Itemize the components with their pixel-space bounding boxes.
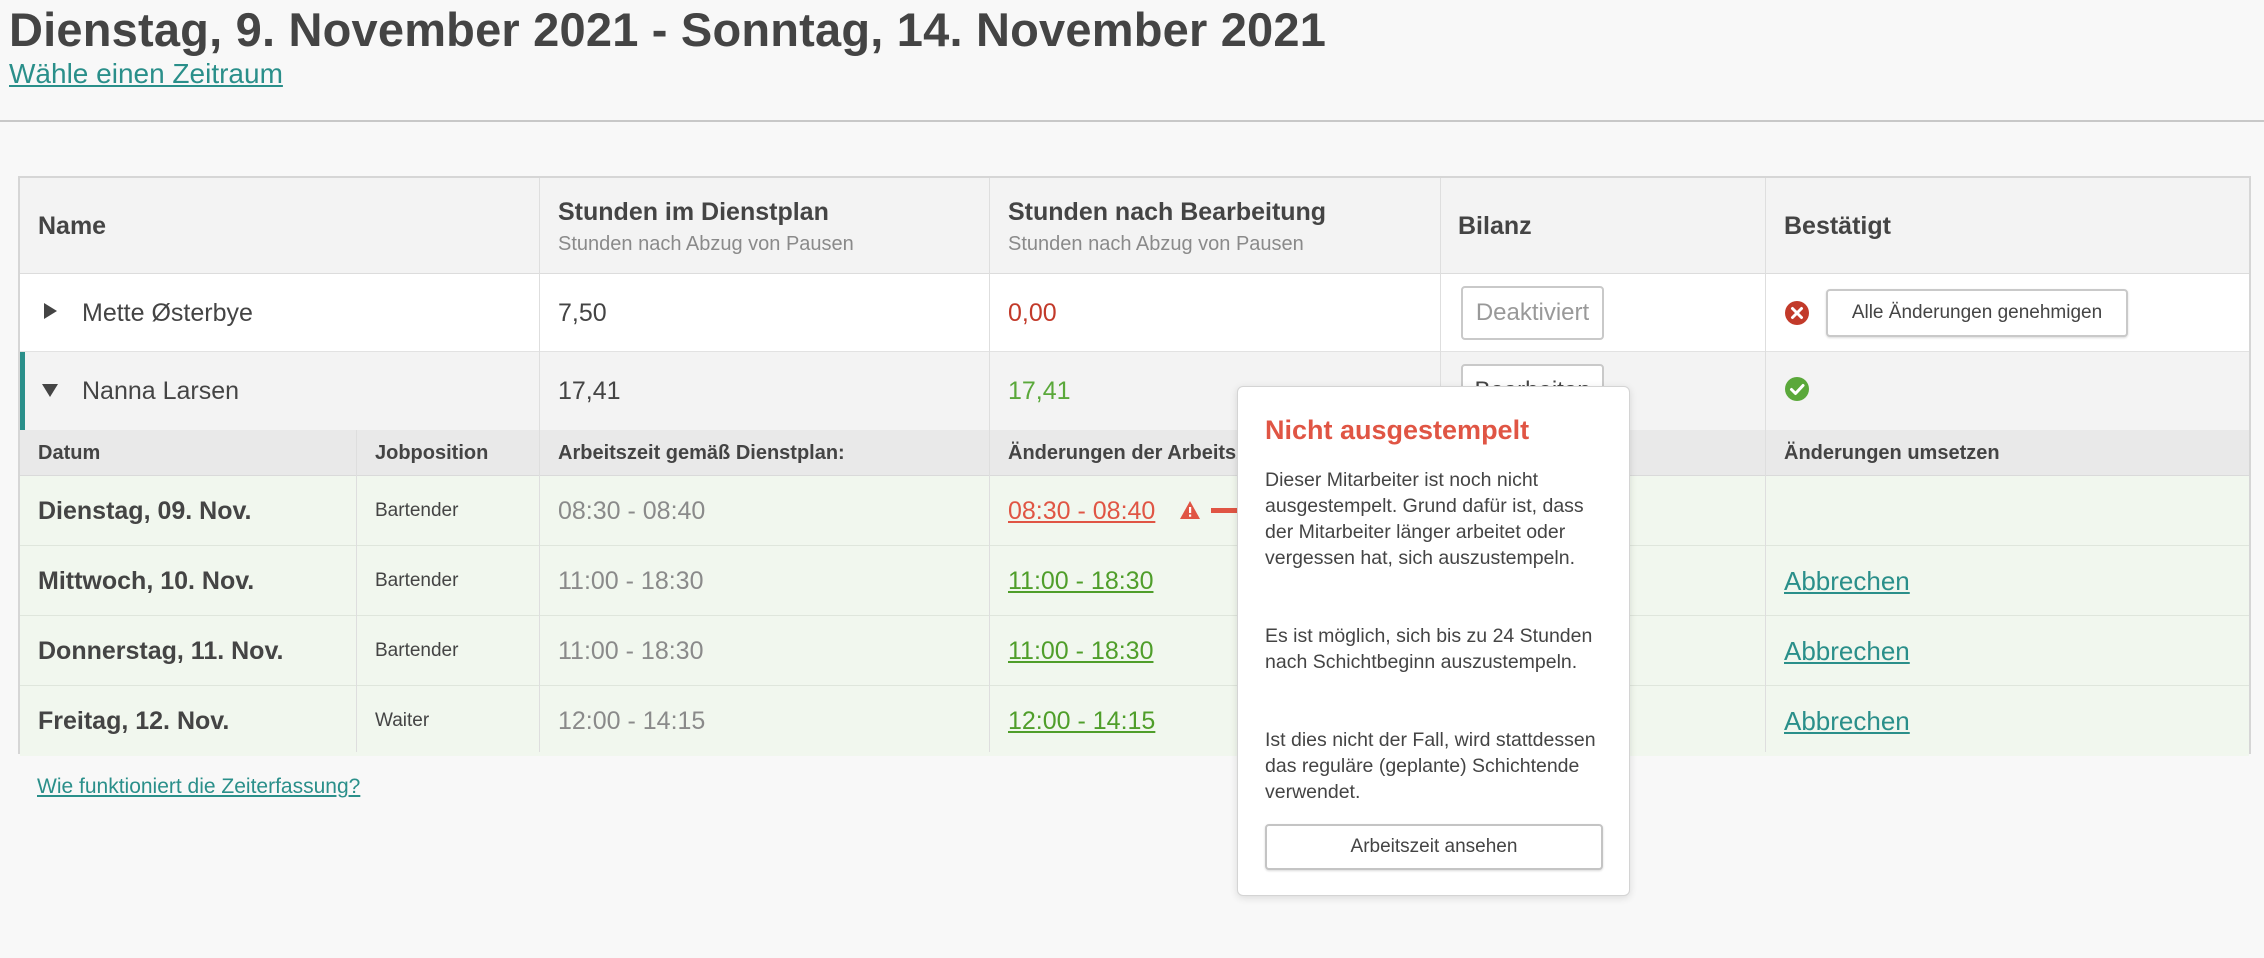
edited-hours: 0,00 [1008, 299, 1057, 327]
col-name-header: Name [38, 212, 106, 241]
shift-edited-time-link[interactable]: 11:00 - 18:30 [1008, 567, 1154, 595]
col-planned-subtitle: Stunden nach Abzug von Pausen [558, 233, 854, 255]
expand-arrow-icon[interactable] [44, 303, 57, 319]
choose-range-link[interactable]: Wähle einen Zeitraum [9, 58, 283, 89]
popover-text: Es ist möglich, sich bis zu 24 Stunden n… [1265, 625, 1593, 673]
approve-all-changes-button[interactable]: Alle Änderungen genehmigen [1826, 289, 2128, 337]
shift-job: Waiter [375, 710, 430, 731]
shift-planned-time: 11:00 - 18:30 [558, 637, 704, 665]
planned-hours: 7,50 [558, 299, 607, 327]
sub-col-changes: Änderungen der Arbeitszeit [1008, 442, 1270, 464]
column-divider [356, 430, 357, 752]
warning-indicator-bar [1211, 508, 1239, 513]
header-divider [0, 120, 2264, 122]
col-planned-header: Stunden im Dienstplan Stunden nach Abzug… [558, 198, 854, 256]
view-working-time-button[interactable]: Arbeitszeit ansehen [1265, 824, 1603, 870]
sub-col-job: Jobposition [375, 442, 489, 464]
col-edited-title: Stunden nach Bearbeitung [1008, 198, 1327, 226]
shift-edited-time-link[interactable]: 12:00 - 14:15 [1008, 707, 1156, 735]
shift-row: Freitag, 12. Nov. Waiter 12:00 - 14:15 1… [20, 686, 2249, 756]
shift-job: Bartender [375, 640, 459, 661]
col-edited-header: Stunden nach Bearbeitung Stunden nach Ab… [1008, 198, 1326, 256]
table-header-row: Name Stunden im Dienstplan Stunden nach … [20, 178, 2249, 274]
edited-hours: 17,41 [1008, 377, 1071, 405]
page-title: Dienstag, 9. November 2021 - Sonntag, 14… [9, 3, 1327, 56]
not-confirmed-icon [1784, 300, 1810, 326]
shift-row: Donnerstag, 11. Nov. Bartender 11:00 - 1… [20, 616, 2249, 686]
shift-planned-time: 08:30 - 08:40 [558, 497, 706, 525]
shift-row: Mittwoch, 10. Nov. Bartender 11:00 - 18:… [20, 546, 2249, 616]
col-balance-title: Bilanz [1458, 212, 1532, 240]
not-clocked-out-popover: Nicht ausgestempelt Dieser Mitarbeiter i… [1237, 386, 1630, 896]
column-divider [989, 178, 990, 752]
shift-date: Donnerstag, 11. Nov. [38, 637, 284, 665]
employee-name: Nanna Larsen [82, 377, 240, 405]
cancel-change-link[interactable]: Abbrechen [1784, 706, 1910, 736]
col-edited-subtitle: Stunden nach Abzug von Pausen [1008, 233, 1304, 255]
shift-job: Bartender [375, 570, 459, 591]
shift-edited-time-link[interactable]: 08:30 - 08:40 [1008, 497, 1156, 525]
col-planned-title: Stunden im Dienstplan [558, 198, 829, 226]
column-divider [539, 178, 540, 752]
confirmed-check-icon [1784, 376, 1810, 402]
popover-title: Nicht ausgestempelt [1265, 415, 1530, 445]
time-tracking-table: Name Stunden im Dienstplan Stunden nach … [18, 176, 2251, 756]
balance-deactivated-button[interactable]: Deaktiviert [1461, 286, 1604, 340]
shift-row: Dienstag, 09. Nov. Bartender 08:30 - 08:… [20, 476, 2249, 546]
shift-date: Dienstag, 09. Nov. [38, 497, 252, 525]
sub-col-date: Datum [38, 442, 101, 464]
collapse-arrow-icon[interactable] [42, 384, 58, 397]
shift-date: Mittwoch, 10. Nov. [38, 567, 255, 595]
shift-planned-time: 12:00 - 14:15 [558, 707, 706, 735]
help-link[interactable]: Wie funktioniert die Zeiterfassung? [37, 775, 361, 798]
shift-table-header: Datum Jobposition Arbeitszeit gemäß Dien… [20, 430, 2249, 476]
sub-col-apply: Änderungen umsetzen [1784, 442, 2000, 464]
shift-edited-time-link[interactable]: 11:00 - 18:30 [1008, 637, 1154, 665]
expanded-row-indicator [20, 352, 25, 430]
shift-date: Freitag, 12. Nov. [38, 707, 230, 735]
warning-icon[interactable] [1179, 500, 1201, 520]
shift-planned-time: 11:00 - 18:30 [558, 567, 704, 595]
popover-text: Ist dies nicht der Fall, wird stattdesse… [1265, 729, 1596, 803]
employee-row-nanna[interactable]: Nanna Larsen 17,41 17,41 Bearbeiten [20, 352, 2249, 430]
employee-name: Mette Østerbye [82, 299, 253, 327]
col-confirmed-header: Bestätigt [1784, 212, 1891, 241]
col-name-title: Name [38, 212, 107, 240]
shift-job: Bartender [375, 500, 459, 521]
cancel-change-link[interactable]: Abbrechen [1784, 566, 1910, 596]
cancel-change-link[interactable]: Abbrechen [1784, 636, 1910, 666]
planned-hours: 17,41 [558, 377, 621, 405]
column-divider [1765, 178, 1766, 752]
col-balance-header: Bilanz [1458, 212, 1532, 241]
col-confirmed-title: Bestätigt [1784, 212, 1891, 240]
sub-col-planned: Arbeitszeit gemäß Dienstplan: [558, 442, 845, 464]
popover-text: Dieser Mitarbeiter ist noch nicht ausges… [1265, 469, 1584, 569]
employee-row-mette[interactable]: Mette Østerbye 7,50 0,00 Deaktiviert All… [20, 274, 2249, 352]
